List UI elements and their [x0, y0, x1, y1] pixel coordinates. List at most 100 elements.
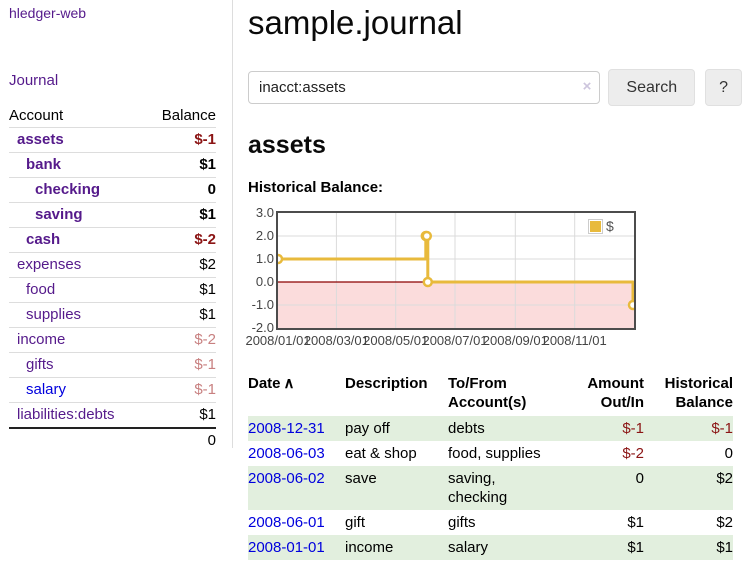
account-link-saving[interactable]: saving: [35, 206, 83, 223]
transaction-amount: $1: [627, 514, 644, 531]
transaction-description: income: [345, 539, 394, 556]
transaction-date-link[interactable]: 2008-12-31: [248, 420, 325, 437]
accounts-table: Account Balance assets $-1 bank $1 check…: [9, 104, 216, 453]
account-balance: $-1: [145, 127, 216, 153]
y-tick-label: 2.0: [255, 228, 274, 243]
legend-color-swatch: [588, 218, 603, 234]
transaction-accounts: debts: [448, 420, 485, 437]
register-header-accounts: To/From Account(s): [448, 375, 527, 411]
account-link-gifts[interactable]: gifts: [26, 356, 54, 373]
transaction-balance: $-1: [711, 420, 733, 437]
account-link-supplies[interactable]: supplies: [26, 306, 82, 323]
chart-plot-frame: [276, 211, 636, 330]
register-header-row: Date ∧ Description To/From Account(s) Amo…: [248, 372, 733, 416]
transaction-date-link[interactable]: 2008-06-01: [248, 514, 325, 531]
transaction-row: 2008-06-02 save saving, checking 0 $2: [248, 466, 733, 510]
transaction-accounts: gifts: [448, 514, 476, 531]
account-row: expenses $2: [9, 252, 216, 278]
account-link-food[interactable]: food: [26, 281, 56, 298]
legend-label: $: [606, 218, 614, 234]
register-header-amount: Amount Out/In: [587, 375, 644, 411]
clear-search-icon[interactable]: ×: [582, 78, 592, 95]
search-button[interactable]: Search: [608, 69, 696, 106]
page-title: sample.journal: [248, 4, 463, 41]
main-content: sample.journal × Search ? assets Histori…: [240, 0, 742, 560]
transaction-row: 2008-01-01 income salary $1 $1: [248, 535, 733, 560]
transaction-description: pay off: [345, 420, 390, 437]
x-tick-label: 2008/09/01: [482, 333, 548, 348]
register-header-date[interactable]: Date ∧: [248, 372, 345, 416]
transaction-date-link[interactable]: 2008-06-02: [248, 470, 325, 487]
register-table: Date ∧ Description To/From Account(s) Amo…: [248, 372, 733, 560]
account-row: checking 0: [9, 177, 216, 203]
register-header-description: Description: [345, 375, 428, 392]
account-link-expenses[interactable]: expenses: [17, 256, 82, 273]
x-tick-label: 2008/07/01: [422, 333, 488, 348]
accounts-total-spacer: [9, 427, 146, 453]
transaction-accounts: saving, checking: [448, 470, 508, 506]
transaction-amount: $-1: [622, 420, 644, 437]
search-form: × Search ?: [248, 69, 742, 106]
account-link-income[interactable]: income: [17, 331, 66, 348]
y-tick-label: 3.0: [255, 205, 274, 220]
account-balance: $1: [145, 277, 216, 303]
y-tick-label: -1.0: [251, 297, 274, 312]
account-row: assets $-1: [9, 127, 216, 153]
help-button[interactable]: ?: [705, 69, 742, 106]
transaction-date-link[interactable]: 2008-01-01: [248, 539, 325, 556]
account-link-liabilities-debts[interactable]: liabilities:debts: [17, 406, 115, 423]
transaction-amount: 0: [635, 470, 644, 487]
transaction-amount: $1: [627, 539, 644, 556]
account-link-bank[interactable]: bank: [26, 156, 62, 173]
balance-chart: $ 3.0 2.0 1.0 0.0 -1.0 -2.0 2008/01/01 2008/03/…: [245, 205, 742, 356]
transaction-balance: $2: [716, 514, 733, 531]
transaction-row: 2008-12-31 pay off debts $-1 $-1: [248, 416, 733, 441]
account-balance: $-2: [145, 227, 216, 253]
accounts-header-balance: Balance: [145, 104, 216, 128]
account-link-cash[interactable]: cash: [26, 231, 61, 248]
account-link-checking[interactable]: checking: [35, 181, 101, 198]
account-link-assets[interactable]: assets: [17, 131, 64, 148]
x-tick-label: 2008/11/01: [542, 333, 607, 348]
account-row: gifts $-1: [9, 352, 216, 378]
accounts-total-value: 0: [145, 427, 216, 453]
account-row: income $-2: [9, 327, 216, 353]
account-balance: $1: [145, 152, 216, 178]
account-balance: $-1: [145, 377, 216, 403]
transaction-description: eat & shop: [345, 445, 417, 462]
transaction-accounts: food, supplies: [448, 445, 541, 462]
transaction-amount: $-2: [622, 445, 644, 462]
account-balance: $1: [145, 302, 216, 328]
accounts-header-account: Account: [9, 104, 146, 128]
transaction-row: 2008-06-03 eat & shop food, supplies $-2…: [248, 441, 733, 466]
account-row: saving $1: [9, 202, 216, 228]
account-balance: $2: [145, 252, 216, 278]
y-tick-label: -2.0: [251, 320, 274, 335]
sidebar: hledger-web Journal Account Balance asse…: [0, 0, 233, 453]
y-tick-label: 0.0: [255, 274, 274, 289]
chart-legend: $: [586, 217, 616, 235]
x-tick-label: 2008/05/01: [363, 333, 429, 348]
search-input[interactable]: [248, 71, 601, 104]
account-row: supplies $1: [9, 302, 216, 328]
account-balance: $1: [145, 202, 216, 228]
app-title-link[interactable]: hledger-web: [9, 5, 87, 21]
transaction-balance: $2: [716, 470, 733, 487]
account-link-salary[interactable]: salary: [26, 381, 67, 398]
transaction-description: save: [345, 470, 377, 487]
accounts-total-row: 0: [9, 427, 216, 453]
transaction-balance: 0: [724, 445, 733, 462]
account-balance: 0: [145, 177, 216, 203]
register-header-balance: Historical Balance: [664, 375, 733, 411]
nav-journal-link[interactable]: Journal: [9, 72, 59, 89]
x-tick-label: 2008/03/01: [303, 333, 369, 348]
transaction-description: gift: [345, 514, 366, 531]
chart-plot-area: [278, 213, 634, 328]
chart-heading: Historical Balance:: [248, 179, 384, 196]
y-tick-label: 1.0: [255, 251, 274, 266]
transaction-accounts: salary: [448, 539, 489, 556]
transaction-row: 2008-06-01 gift gifts $1 $2: [248, 510, 733, 535]
account-row: bank $1: [9, 152, 216, 178]
transaction-date-link[interactable]: 2008-06-03: [248, 445, 325, 462]
account-balance: $-1: [145, 352, 216, 378]
